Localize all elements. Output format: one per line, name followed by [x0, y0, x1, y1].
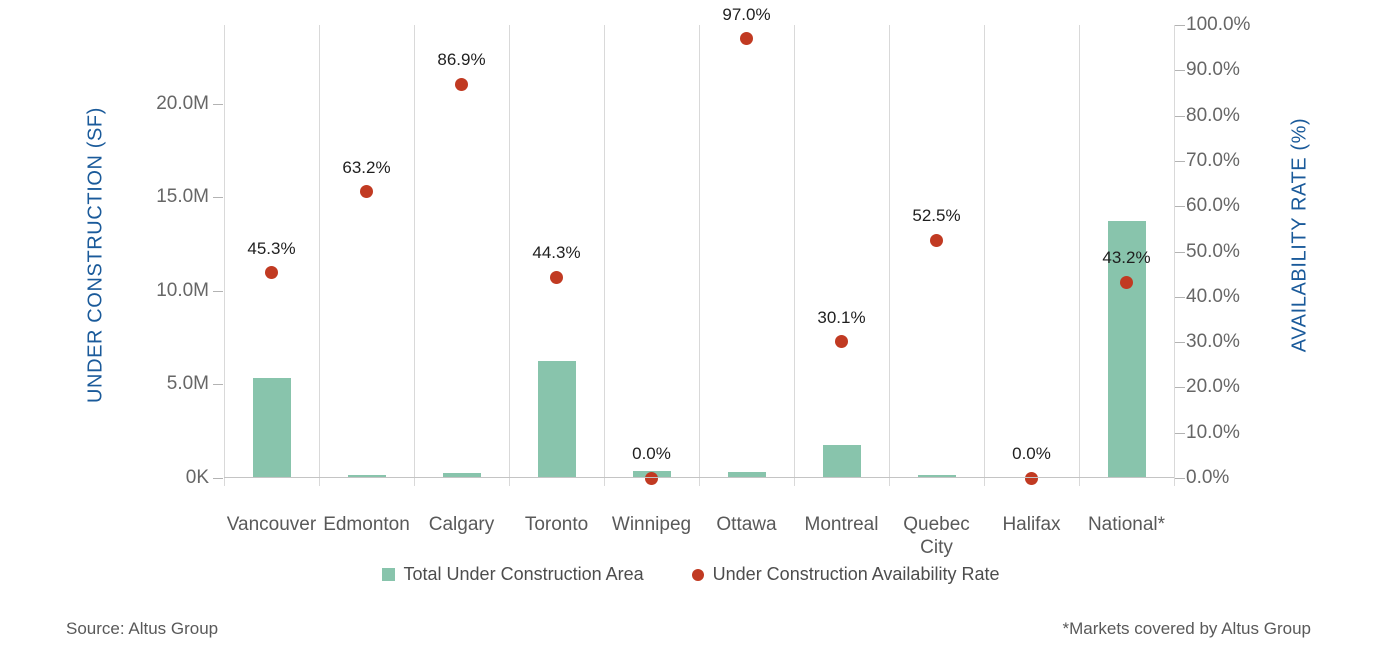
right-axis-tick-label: 70.0%	[1186, 149, 1240, 171]
left-axis-tick-label: 15.0M	[156, 186, 209, 208]
x-axis-line	[224, 477, 1174, 478]
rate-dot-vancouver	[265, 266, 278, 280]
gridline	[1079, 25, 1080, 486]
gridline	[224, 25, 225, 486]
gridline	[604, 25, 605, 486]
rate-dot-calgary	[455, 77, 468, 91]
gridline	[794, 25, 795, 486]
category-label-quebec-city: Quebec City	[903, 514, 970, 558]
rate-label-national: 43.2%	[1102, 248, 1151, 268]
right-axis-tick-mark	[1175, 206, 1185, 208]
rate-dot-halifax	[1025, 471, 1038, 485]
bar-montreal	[822, 445, 861, 477]
category-label-toronto: Toronto	[524, 514, 589, 535]
gridline	[889, 25, 890, 486]
right-axis-tick-mark	[1175, 432, 1185, 434]
right-axis-tick-mark	[1175, 296, 1185, 298]
gridline	[699, 25, 700, 486]
left-axis-tick-mark	[213, 197, 223, 199]
gridline	[509, 25, 510, 486]
rate-label-quebec-city: 52.5%	[912, 206, 961, 226]
rate-label-toronto: 44.3%	[532, 243, 581, 263]
right-axis-tick-mark	[1175, 70, 1185, 72]
left-axis-tick-label: 20.0M	[156, 92, 209, 114]
bar-toronto	[537, 360, 576, 477]
plot-area: 0K 5.0M 10.0M 15.0M 20.0M 0.0% 10.0% 20.0% 30.0%…	[156, 5, 1250, 558]
right-axis-tick-mark	[1175, 251, 1185, 253]
source-credit: Source: Altus Group	[66, 619, 219, 638]
right-axis-tick-label: 0.0%	[1186, 467, 1230, 488]
rate-dot-montreal	[835, 335, 848, 349]
rate-label-ottawa: 97.0%	[722, 4, 771, 24]
left-axis-tick-mark	[213, 478, 223, 479]
rate-dot-ottawa	[740, 32, 753, 46]
category-label-winnipeg: Winnipeg	[611, 514, 692, 535]
right-axis-tick-label: 40.0%	[1186, 285, 1240, 307]
bar-calgary	[442, 473, 481, 477]
legend-label: Total Under Construction Area	[403, 564, 644, 584]
right-axis-tick-mark	[1175, 25, 1185, 26]
rate-label-montreal: 30.1%	[817, 307, 866, 327]
right-axis-tick-label: 100.0%	[1186, 14, 1251, 35]
category-label-montreal: Montreal	[804, 514, 879, 535]
bar-vancouver	[252, 377, 291, 477]
footnote-markets: *Markets covered by Altus Group	[1062, 619, 1311, 638]
left-axis-tick-mark	[213, 103, 223, 105]
rate-label-calgary: 86.9%	[437, 50, 486, 70]
left-axis-tick-label: 0K	[185, 467, 209, 488]
rate-dot-edmonton	[360, 185, 373, 199]
bar-edmonton	[347, 475, 386, 477]
gridline	[1174, 25, 1175, 486]
left-axis-tick-label: 10.0M	[156, 279, 209, 301]
bar-ottawa	[727, 472, 766, 477]
left-axis-tick-mark	[213, 290, 223, 292]
dot-swatch-icon	[691, 568, 704, 581]
rate-label-winnipeg: 0.0%	[632, 444, 671, 463]
bar-swatch-icon	[381, 568, 395, 581]
right-axis-tick-mark	[1175, 342, 1185, 344]
right-axis-tick-label: 30.0%	[1186, 331, 1240, 353]
right-axis-tick-mark	[1175, 115, 1185, 117]
right-axis-tick-mark	[1175, 387, 1185, 389]
right-axis-tick-mark	[1175, 160, 1185, 162]
left-axis-tick-label: 5.0M	[166, 373, 209, 395]
category-label-halifax: Halifax	[1002, 514, 1061, 535]
gridline	[414, 25, 415, 486]
rate-label-halifax: 0.0%	[1012, 444, 1051, 463]
rate-dot-quebec-city	[930, 233, 943, 247]
left-axis-title: UNDER CONSTRUCTION (SF)	[84, 106, 107, 404]
legend-label: Under Construction Availability Rate	[712, 564, 1000, 584]
right-axis-tick-label: 50.0%	[1186, 240, 1240, 262]
bar-quebec-city	[917, 475, 956, 477]
category-label-vancouver: Vancouver	[226, 514, 317, 535]
category-label-national: National*	[1087, 514, 1166, 535]
right-axis-tick-label: 80.0%	[1186, 104, 1240, 126]
legend-item-dots: Under Construction Availability Rate	[691, 564, 1000, 585]
right-axis-tick-mark	[1175, 478, 1185, 479]
bar-national	[1107, 220, 1146, 477]
right-axis-tick-label: 20.0%	[1186, 376, 1240, 398]
rate-dot-toronto	[550, 270, 563, 284]
rate-dot-winnipeg	[645, 471, 658, 485]
right-axis-tick-label: 10.0%	[1186, 421, 1240, 443]
right-axis-tick-label: 90.0%	[1186, 59, 1240, 81]
gridline	[984, 25, 985, 486]
legend: Total Under Construction Area Under Cons…	[0, 564, 1381, 585]
category-label-edmonton: Edmonton	[323, 514, 410, 535]
legend-item-bars: Total Under Construction Area	[381, 564, 644, 585]
category-label-calgary: Calgary	[428, 514, 495, 535]
rate-label-edmonton: 63.2%	[342, 157, 391, 177]
category-label-ottawa: Ottawa	[716, 514, 777, 535]
rate-label-vancouver: 45.3%	[247, 238, 296, 258]
left-axis-tick-mark	[213, 384, 223, 386]
right-axis-tick-label: 60.0%	[1186, 195, 1240, 217]
gridline	[319, 25, 320, 486]
rate-dot-national	[1120, 275, 1133, 289]
